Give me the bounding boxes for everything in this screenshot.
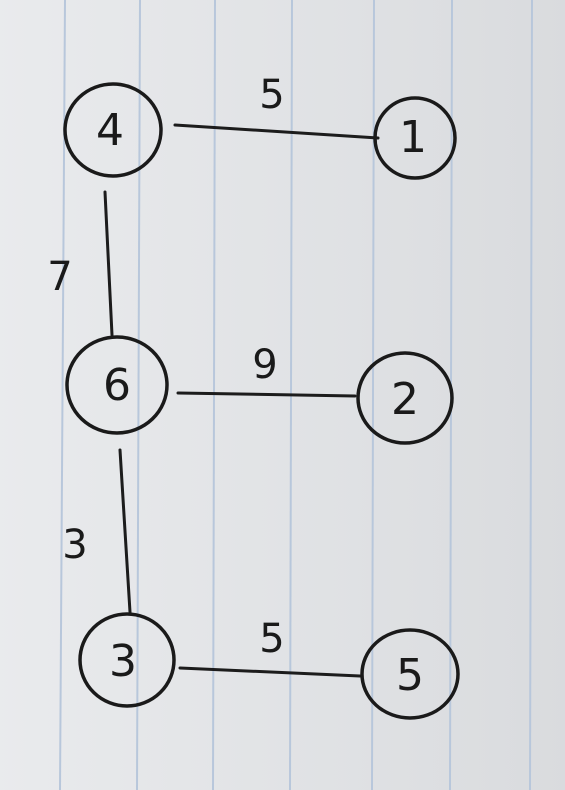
- rule-line: [371, 0, 375, 790]
- node-label: 2: [391, 374, 419, 425]
- rule-line: [529, 0, 533, 790]
- edge-weight-6-2: 9: [252, 342, 277, 388]
- edge-weight-4-6: 7: [47, 254, 72, 300]
- node-label: 4: [96, 105, 124, 156]
- edge-3-5: [178, 666, 362, 678]
- node-4: 4: [63, 82, 163, 178]
- node-1: 1: [373, 96, 457, 180]
- edge-6-2: [176, 391, 357, 398]
- node-label: 6: [103, 360, 131, 411]
- node-label: 3: [109, 636, 137, 687]
- edge-weight-6-3: 3: [62, 522, 87, 568]
- node-circle: [78, 612, 176, 708]
- node-3: 3: [78, 612, 176, 708]
- edge-weight-3-5: 5: [259, 616, 284, 662]
- node-6: 6: [65, 335, 169, 435]
- rule-line: [59, 0, 66, 790]
- rule-line: [136, 0, 141, 790]
- edges: [103, 123, 380, 678]
- node-5: 5: [360, 628, 460, 720]
- node-circle: [373, 96, 457, 180]
- edge-4-6: [103, 190, 114, 337]
- edge-weights: 5 7 9 3 5: [47, 72, 284, 662]
- node-2: 2: [356, 351, 454, 445]
- edge-6-3: [118, 448, 132, 614]
- node-label: 5: [396, 650, 424, 701]
- node-label: 1: [399, 112, 427, 163]
- node-circle: [360, 628, 460, 720]
- edge-4-1: [173, 123, 380, 140]
- node-circle: [65, 335, 169, 435]
- edge-weight-4-1: 5: [259, 72, 284, 118]
- node-circle: [356, 351, 454, 445]
- node-circle: [63, 82, 163, 178]
